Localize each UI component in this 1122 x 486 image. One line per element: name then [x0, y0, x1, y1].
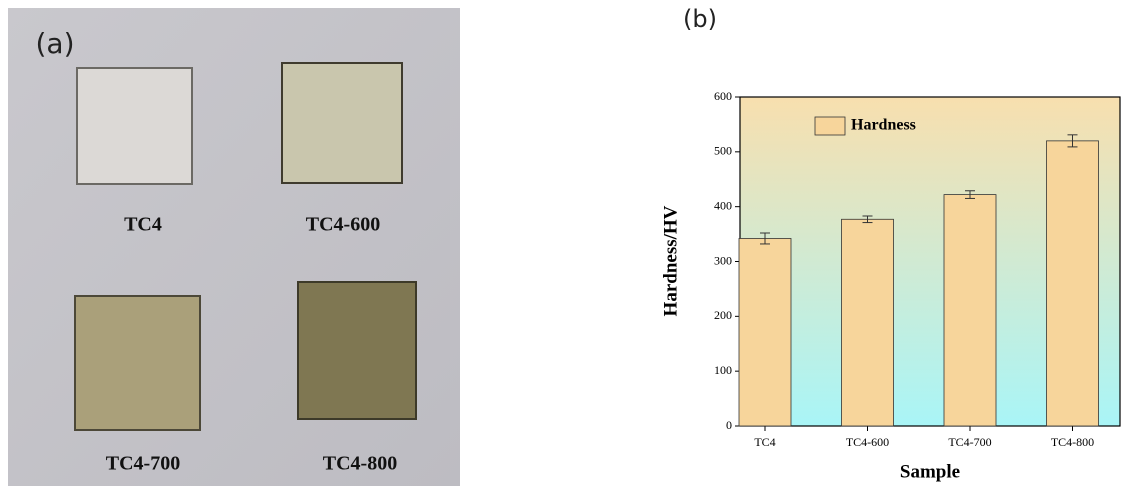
sample-plate — [282, 63, 402, 183]
sample-label: TC4-600 — [306, 214, 380, 236]
panel-label: (b) — [683, 5, 717, 33]
sample-plate — [75, 296, 200, 430]
figure: (a) TC4 TC4-600 TC4-700 TC4-800 (b) Samp… — [0, 0, 1122, 486]
x-tick-label: TC4 — [754, 435, 775, 449]
x-tick-label: TC4-700 — [948, 435, 991, 449]
y-tick-label: 200 — [714, 308, 732, 322]
x-axis-title: Sample — [900, 461, 960, 482]
y-tick-label: 300 — [714, 253, 732, 267]
chart: (b) Sample Hardness/HV 0 100 200 300 400 500 6… — [660, 5, 1120, 482]
legend-label: Hardness — [851, 117, 916, 134]
sample-label: TC4 — [124, 214, 162, 236]
y-tick-label: 600 — [714, 89, 732, 103]
panel-label: (a) — [35, 27, 74, 60]
bar — [1047, 141, 1099, 426]
sample-label: TC4-800 — [323, 453, 397, 475]
y-tick-label: 400 — [714, 198, 732, 212]
x-tick-label: TC4-800 — [1051, 435, 1094, 449]
y-tick-label: 0 — [726, 418, 732, 432]
y-tick-label: 500 — [714, 144, 732, 158]
sample-plate — [298, 282, 416, 419]
sample-label: TC4-700 — [106, 453, 180, 475]
bar — [842, 219, 894, 426]
bar — [739, 238, 791, 426]
bar — [944, 195, 996, 426]
legend-swatch — [815, 117, 845, 135]
sample-plate — [77, 68, 192, 184]
y-tick-label: 100 — [714, 363, 732, 377]
x-tick-label: TC4-600 — [846, 435, 889, 449]
photo-panel: (a) TC4 TC4-600 TC4-700 TC4-800 — [8, 8, 460, 486]
y-axis-title: Hardness/HV — [660, 205, 681, 316]
